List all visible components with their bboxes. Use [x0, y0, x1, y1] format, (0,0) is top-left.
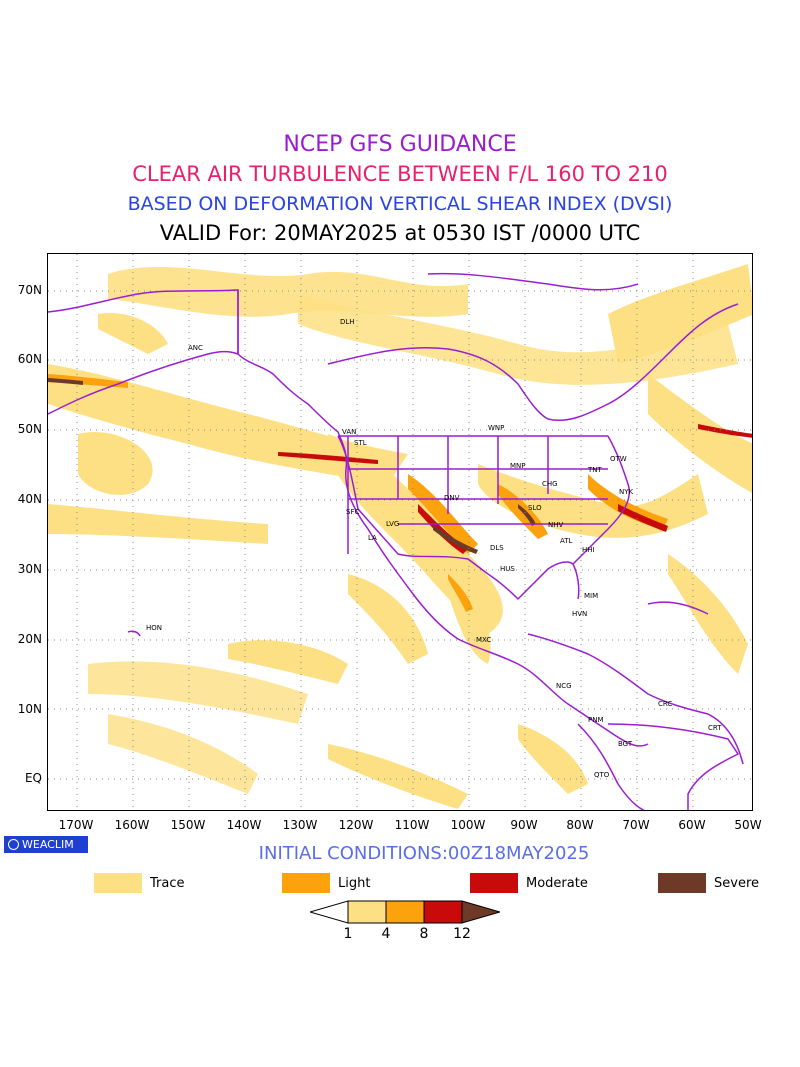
lon-label-70w: 70W — [622, 818, 650, 832]
city-mxc: MXC — [476, 636, 491, 644]
city-tnt: TNT — [587, 466, 603, 474]
turbulence-map: ANC DLH VAN STL WNP MNP OTW TNT NYK CHG … — [47, 253, 753, 811]
city-hvn: HVN — [572, 610, 587, 618]
map-canvas: ANC DLH VAN STL WNP MNP OTW TNT NYK CHG … — [48, 254, 752, 810]
city-dlh: DLH — [340, 318, 355, 326]
title-model: NCEP GFS GUIDANCE — [283, 132, 517, 157]
lat-label-eq: EQ — [24, 771, 42, 785]
legend-swatch-severe — [658, 873, 706, 893]
logo-ring-icon — [8, 839, 19, 850]
lon-label-50w: 50W — [734, 818, 762, 832]
lon-label-150w: 150W — [170, 818, 206, 832]
city-dnv: DNV — [444, 494, 460, 502]
initial-conditions: INITIAL CONDITIONS:00Z18MAY2025 — [258, 843, 590, 864]
city-van: VAN — [342, 428, 356, 436]
lat-label-10n: 10N — [17, 702, 42, 716]
city-hhi: HHI — [582, 546, 595, 554]
map-graticule — [48, 254, 752, 810]
lon-label-160w: 160W — [114, 818, 150, 832]
legend-label-severe: Severe — [714, 876, 759, 891]
colorbar-tick-1: 1 — [343, 926, 353, 942]
city-pnm: PNM — [588, 716, 604, 724]
city-nyk: NYK — [619, 488, 634, 496]
city-crc: CRC — [658, 700, 672, 708]
turbulence-severe-areas — [48, 378, 536, 554]
legend-label-trace: Trace — [150, 876, 185, 891]
legend-swatch-light — [282, 873, 330, 893]
city-slo: SLO — [528, 504, 542, 512]
city-nhv: NHV — [548, 521, 564, 529]
city-dls: DLS — [490, 544, 504, 552]
lat-label-20n: 20N — [17, 632, 42, 646]
lon-label-130w: 130W — [282, 818, 318, 832]
lon-label-60w: 60W — [678, 818, 706, 832]
legend-label-moderate: Moderate — [526, 876, 588, 891]
city-chg: CHG — [542, 480, 558, 488]
colorbar-segment-1 — [347, 900, 387, 924]
city-wnp: WNP — [488, 424, 504, 432]
lon-label-110w: 110W — [394, 818, 430, 832]
colorbar-segment-2 — [385, 900, 425, 924]
city-qto: QTO — [594, 771, 610, 779]
city-ncg: NCG — [556, 682, 572, 690]
colorbar-segment-3 — [423, 900, 463, 924]
legend-label-light: Light — [338, 876, 371, 891]
city-crt: CRT — [708, 724, 722, 732]
colorbar-tick-8: 8 — [419, 926, 429, 942]
title-product: CLEAR AIR TURBULENCE BETWEEN F/L 160 TO … — [132, 162, 668, 186]
colorbar-low-arrow — [310, 900, 349, 924]
city-mim: MIM — [584, 592, 598, 600]
lon-label-120w: 120W — [338, 818, 374, 832]
city-mnp: MNP — [510, 462, 526, 470]
lat-label-60n: 60N — [17, 352, 42, 366]
city-atl: ATL — [560, 537, 573, 545]
weaclim-logo: WEACLIM — [4, 836, 88, 853]
lon-label-90w: 90W — [510, 818, 538, 832]
colorbar-tick-4: 4 — [381, 926, 391, 942]
city-otw: OTW — [610, 455, 627, 463]
city-bgt: BGT — [618, 740, 633, 748]
city-la: LA — [368, 534, 377, 542]
lon-label-80w: 80W — [566, 818, 594, 832]
city-stl: STL — [354, 439, 367, 447]
title-valid-time: VALID For: 20MAY2025 at 0530 IST /0000 U… — [159, 221, 641, 245]
city-sfc: SFC — [346, 508, 359, 516]
lon-label-140w: 140W — [226, 818, 262, 832]
coastlines-and-borders — [48, 272, 744, 810]
logo-text: WEACLIM — [22, 838, 74, 851]
title-method: BASED ON DEFORMATION VERTICAL SHEAR INDE… — [127, 193, 673, 215]
lon-label-100w: 100W — [450, 818, 486, 832]
city-hon: HON — [146, 624, 162, 632]
colorbar-high-arrow — [461, 900, 500, 924]
city-hus: HUS — [500, 565, 515, 573]
city-anc: ANC — [188, 344, 203, 352]
city-lvg: LVG — [386, 520, 399, 528]
colorbar-tick-12: 12 — [453, 926, 471, 942]
lon-label-170w: 170W — [58, 818, 94, 832]
lat-label-70n: 70N — [17, 283, 42, 297]
turbulence-trace-areas — [48, 264, 752, 809]
legend-swatch-trace — [94, 873, 142, 893]
lat-label-40n: 40N — [17, 492, 42, 506]
city-labels: ANC DLH VAN STL WNP MNP OTW TNT NYK CHG … — [146, 318, 722, 779]
legend-swatch-moderate — [470, 873, 518, 893]
lat-label-50n: 50N — [17, 422, 42, 436]
colorbar — [310, 900, 500, 924]
lat-label-30n: 30N — [17, 562, 42, 576]
